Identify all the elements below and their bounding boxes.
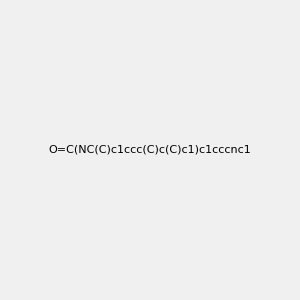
- Text: O=C(NC(C)c1ccc(C)c(C)c1)c1cccnc1: O=C(NC(C)c1ccc(C)c(C)c1)c1cccnc1: [49, 145, 251, 155]
